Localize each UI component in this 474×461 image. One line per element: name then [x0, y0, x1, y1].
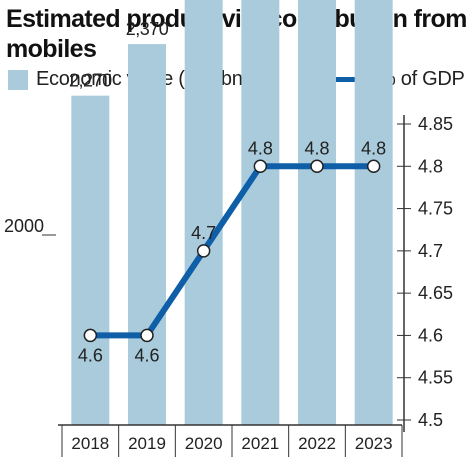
bar-2022	[298, 0, 336, 425]
bar-2018	[71, 95, 110, 426]
legend-line-swatch	[324, 77, 370, 82]
gdp-line	[90, 163, 374, 339]
labels-layer: 2,2702,3702,4802,6002,7102,8104.64.64.74…	[69, 19, 386, 365]
bar-2021	[241, 0, 280, 426]
y-right-tick-label-4.8: 4.8	[418, 156, 443, 176]
gdp-value-label-2023: 4.8	[361, 138, 386, 158]
bar-2023	[354, 0, 393, 426]
y-right-tick-label-4.6: 4.6	[418, 325, 443, 345]
x-tick-label-2019: 2019	[128, 434, 166, 453]
gdp-value-label-2022: 4.8	[304, 138, 329, 158]
bar-2019	[128, 44, 166, 426]
axes-layer: 2018 2019 2020 2021 2022 2023 2000 4.5 4.55 4.6 4.…	[4, 114, 453, 457]
bar-2020	[184, 0, 223, 425]
x-tick-label-2020: 2020	[185, 434, 223, 453]
y-right-tick-label-4.5: 4.5	[418, 410, 443, 430]
y-right-tick-label-4.65: 4.65	[418, 283, 453, 303]
y-right-tick-label-4.75: 4.75	[418, 199, 453, 219]
y-left-tick-label: 2000	[4, 216, 44, 236]
gdp-value-label-2020: 4.7	[191, 223, 216, 243]
gdp-point-2019	[140, 328, 154, 343]
gdp-point-2023	[366, 159, 381, 174]
y-right-tick-label-4.85: 4.85	[418, 114, 453, 134]
x-tick-label-2018: 2018	[71, 434, 109, 453]
legend-label-percent-gdp: % of GDP	[378, 68, 465, 90]
y-right-tick-label-4.55: 4.55	[418, 368, 453, 388]
bar-value-label-2019: 2,370	[126, 19, 169, 39]
x-tick-label-2022: 2022	[298, 434, 336, 453]
gdp-value-label-2019: 4.6	[134, 345, 159, 365]
gdp-point-2020	[196, 244, 211, 258]
legend-bar-swatch	[8, 69, 28, 90]
bar-value-label-2018: 2,270	[69, 71, 112, 91]
x-tick-label-2021: 2021	[241, 434, 279, 453]
gdp-point-2022	[310, 159, 324, 174]
legend-item-percent-gdp: % of GDP	[324, 68, 465, 91]
gdp-value-label-2021: 4.8	[248, 138, 273, 158]
y-right-tick-label-4.7: 4.7	[418, 241, 443, 261]
gdp-point-2021	[253, 159, 268, 174]
gdp-point-2018	[83, 328, 98, 343]
bars-layer	[71, 0, 393, 426]
gdp-value-label-2018: 4.6	[78, 345, 103, 365]
line-layer	[83, 159, 381, 343]
x-tick-label-2023: 2023	[355, 434, 393, 453]
